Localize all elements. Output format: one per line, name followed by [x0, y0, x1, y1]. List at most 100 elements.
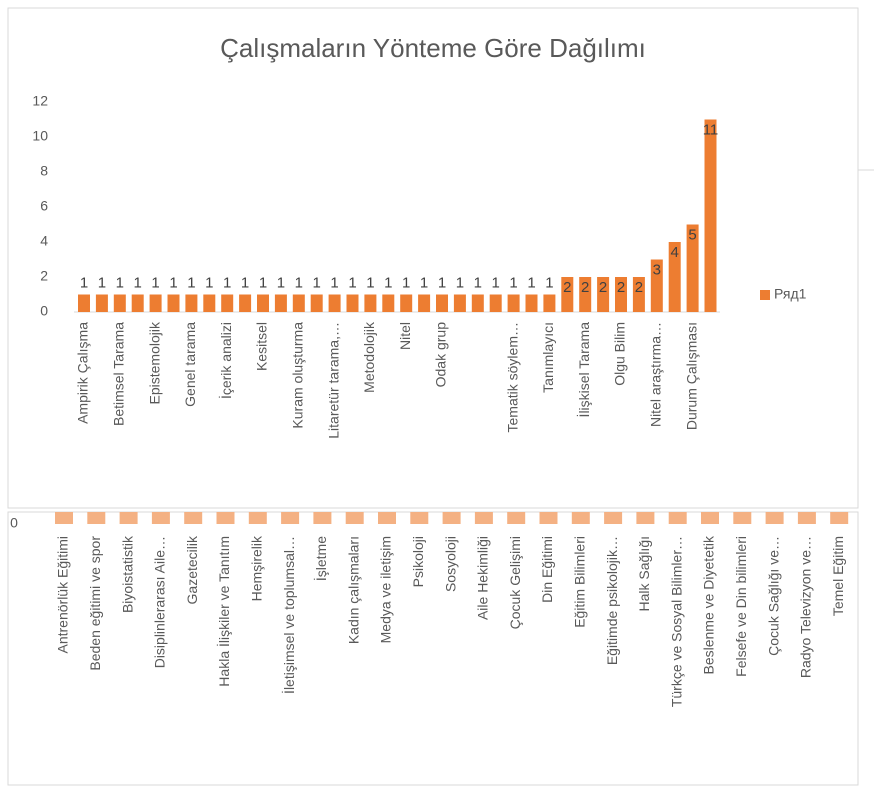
- data-label: 1: [241, 274, 249, 291]
- bar-sliver: [636, 512, 655, 524]
- bar: [328, 294, 341, 312]
- bar: [167, 294, 180, 312]
- y-tick-label: 0: [40, 303, 48, 319]
- bar: [95, 294, 108, 312]
- y-tick-label: 8: [40, 163, 48, 179]
- bar: [78, 294, 90, 312]
- x-tick-label: Genel tarama: [182, 322, 198, 407]
- bar: [525, 294, 538, 312]
- bar-sliver: [313, 512, 332, 524]
- x-tick-label: Tematik söylem…: [504, 322, 520, 432]
- x-tick-label: Halk Sağlığı: [636, 536, 652, 611]
- data-label: 2: [563, 279, 571, 296]
- x-tick-label: Tanımlayıcı: [540, 322, 556, 393]
- x-tick-label: Nitel: [397, 322, 413, 350]
- x-tick-label: Sosyoloji: [442, 536, 458, 592]
- x-tick-label: Eğitimde psikolojik…: [604, 536, 620, 665]
- back-chart-frame: [7, 511, 859, 786]
- data-label: 2: [635, 279, 643, 296]
- bar-sliver: [474, 512, 493, 524]
- bar-sliver: [507, 512, 526, 524]
- bar: [453, 294, 466, 312]
- bar-sliver: [119, 512, 138, 524]
- y-tick-label: 10: [32, 128, 48, 144]
- y-tick-label: 0: [10, 515, 18, 531]
- bar: [131, 294, 144, 312]
- legend-swatch: [760, 290, 770, 300]
- y-tick-label: 6: [40, 198, 48, 214]
- bar: [579, 277, 592, 312]
- bar: [704, 119, 717, 312]
- data-label: 11: [703, 121, 719, 138]
- back-chart: 0 Antrenörlük Eğitimi Beden eğitimi ve spo…: [10, 512, 849, 707]
- data-label: 1: [134, 274, 142, 291]
- bar-sliver: [248, 512, 267, 524]
- bar: [561, 277, 574, 312]
- data-label: 1: [151, 274, 159, 291]
- bar-sliver: [668, 512, 687, 524]
- data-label: 1: [259, 274, 267, 291]
- x-tick-label: Biyoistatistik: [119, 535, 135, 613]
- bar: [632, 277, 645, 312]
- data-label: 1: [187, 274, 195, 291]
- x-tick-label: Medya ve iletişim: [378, 536, 394, 643]
- y-tick-label: 4: [40, 233, 48, 249]
- bar: [257, 294, 269, 312]
- x-tick-label: İçerik analizi: [217, 322, 234, 399]
- bar: [543, 294, 556, 312]
- bar: [471, 294, 484, 312]
- bar: [382, 294, 395, 312]
- bar-sliver: [765, 512, 784, 524]
- x-tick-label: İşletme: [312, 536, 329, 581]
- data-label: 2: [581, 279, 589, 296]
- front-chart: Çalışmaların Yönteme Göre Dağılımı 0 2 4 6 8…: [32, 33, 806, 439]
- data-label: 1: [169, 274, 177, 291]
- x-tick-label: Türkçe ve Sosyal Bilimler…: [668, 536, 684, 707]
- legend-label: Ряд1: [774, 286, 807, 302]
- bar: [310, 294, 323, 312]
- x-tick-label: Eğitim Bilimleri: [572, 536, 588, 628]
- y-tick-label: 12: [32, 93, 48, 109]
- data-label: 1: [402, 274, 410, 291]
- data-label: 1: [116, 274, 124, 291]
- data-label: 2: [599, 279, 607, 296]
- data-label: 1: [223, 274, 231, 291]
- data-label: 5: [688, 226, 696, 243]
- x-tick-label: Radyo Televizyon ve…: [798, 536, 814, 678]
- bar-sliver: [797, 512, 816, 524]
- bar: [400, 294, 413, 312]
- x-tick-label: Kadın çalışmaları: [345, 536, 361, 644]
- x-tick-label: Olgu Bilim: [612, 322, 628, 386]
- data-label: 1: [438, 274, 446, 291]
- bar-sliver: [345, 512, 364, 524]
- x-tick-label: Metodolojik: [361, 321, 377, 393]
- x-tick-label: Çocuk Gelişimi: [507, 536, 523, 629]
- bar: [346, 294, 359, 312]
- data-label: 4: [671, 244, 679, 261]
- bar-sliver: [216, 512, 235, 524]
- bar: [149, 294, 162, 312]
- data-label: 1: [545, 274, 553, 291]
- bar-sliver: [442, 512, 461, 524]
- x-tick-label: Gazetecilik: [184, 535, 200, 604]
- x-tick-label: Kuram oluşturma: [290, 322, 306, 429]
- x-tick-label: Ampirik Çalışma: [75, 322, 91, 424]
- data-label: 1: [348, 274, 356, 291]
- data-label: 1: [98, 274, 106, 291]
- x-tick-label: Betimsel Tarama: [111, 322, 127, 426]
- bar-sliver: [701, 512, 719, 524]
- data-label: 1: [330, 274, 338, 291]
- data-label: 1: [420, 274, 428, 291]
- chart-title: Çalışmaların Yönteme Göre Dağılımı: [220, 33, 646, 63]
- bar-sliver: [733, 512, 752, 524]
- bar-sliver: [378, 512, 396, 524]
- bar: [113, 294, 126, 312]
- x-tick-label: Durum Çalışması: [683, 322, 699, 430]
- data-label: 1: [509, 274, 517, 291]
- x-tick-label: Nitel araştırma…: [648, 322, 664, 427]
- bar: [364, 294, 377, 312]
- y-tick-label: 2: [40, 268, 48, 284]
- bar-sliver: [151, 512, 170, 524]
- data-label: 1: [527, 274, 535, 291]
